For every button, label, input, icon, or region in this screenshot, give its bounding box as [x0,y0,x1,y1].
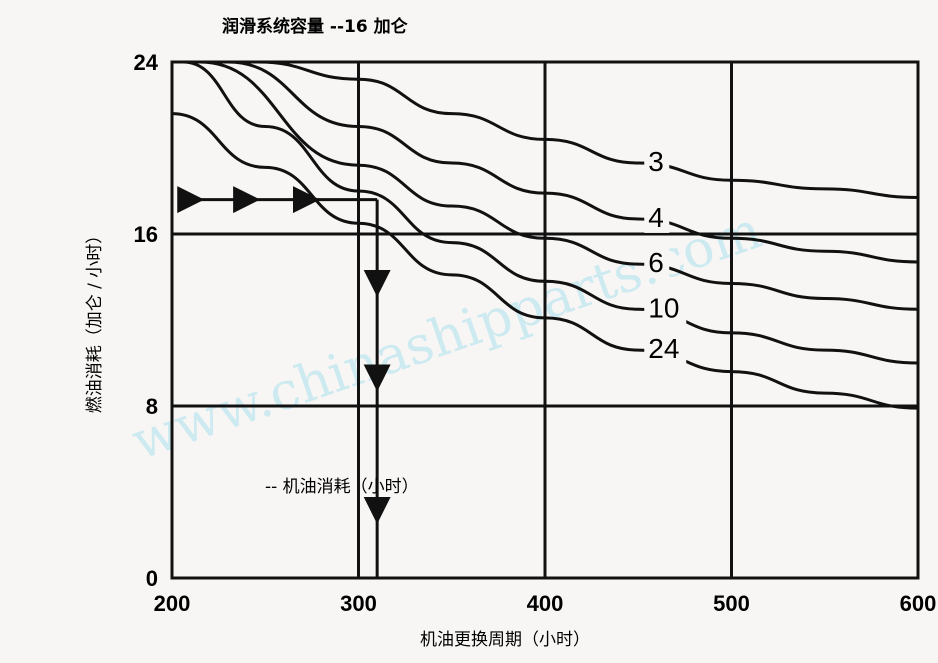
y-tick-24: 24 [134,50,159,75]
curve-label-10: 10 [648,292,679,323]
curve-4 [227,60,919,264]
y-tick-labels: 0 8 16 24 [134,50,159,591]
example-path [177,186,391,578]
curve-label-bg-6 [644,248,670,279]
curve-label-bg-10 [644,293,687,324]
curve-10 [183,60,919,365]
curve-3 [257,60,919,199]
x-tick-600: 600 [900,591,937,616]
x-tick-300: 300 [340,591,377,616]
x-tick-200: 200 [154,591,191,616]
curve-label-bg-4 [644,202,670,233]
curve-label-3: 3 [648,146,664,177]
curve-label-4: 4 [648,202,664,233]
curve-6 [199,60,919,311]
curve-label-bg-3 [644,147,670,178]
y-tick-16: 16 [134,222,158,247]
x-axis-label: 机油更换周期（小时） [420,630,590,650]
x-tick-labels: 200 300 400 500 600 [154,591,937,616]
curve-label-24: 24 [648,333,679,364]
curves: 3 4 6 10 24 [171,60,919,410]
gridlines [172,62,918,578]
x-tick-500: 500 [713,591,750,616]
curve-label-bg-24 [644,334,687,365]
curve-label-6: 6 [648,247,664,278]
y-axis-label: 燃油消耗（加仑 / 小时） [85,227,105,414]
annotation-text: -- 机油消耗（小时） [265,477,419,497]
x-tick-400: 400 [527,591,564,616]
curve-24 [171,112,919,410]
y-tick-0: 0 [146,566,158,591]
y-tick-8: 8 [146,394,158,419]
chart-title: 润滑系统容量 --16 加仑 [222,16,409,37]
